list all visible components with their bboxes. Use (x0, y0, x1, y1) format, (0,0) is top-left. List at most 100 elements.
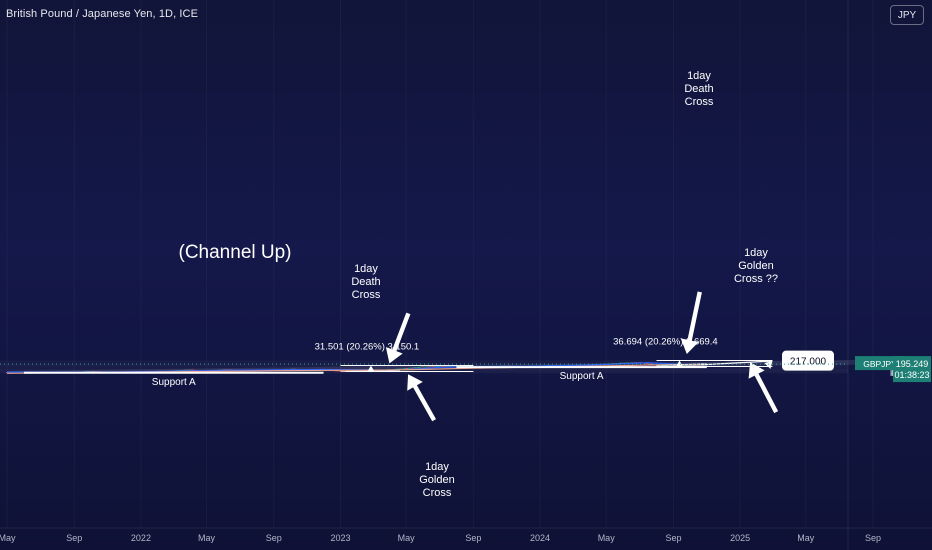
currency-badge[interactable]: JPY (890, 5, 924, 25)
projection-path (699, 360, 773, 366)
candle-body (189, 369, 192, 371)
death-cross-label-2024: Cross (685, 96, 714, 108)
golden-cross-arrow-2023 (407, 374, 436, 422)
candle-body (186, 369, 189, 371)
candle-body (342, 370, 345, 372)
time-axis-tick: 2023 (330, 533, 350, 543)
candle-body (409, 367, 412, 369)
candle-body (437, 366, 440, 367)
candle-body (439, 366, 441, 367)
price-badge-countdown: 01:38:23 (894, 370, 929, 380)
death-cross-label-2024: 1day (687, 70, 711, 82)
time-axis-tick: May (198, 533, 216, 543)
time-axis-tick: May (598, 533, 616, 543)
target-badge (782, 350, 834, 371)
candle-body (427, 366, 430, 368)
target-badge-text: 217.000 (790, 357, 827, 368)
candle-body (188, 369, 190, 371)
candle-body (655, 365, 658, 367)
candle-body (419, 366, 422, 368)
time-axis-tick: Sep (865, 533, 881, 543)
candle-body (645, 363, 648, 365)
candle-body (421, 366, 423, 368)
death-cross-label-2024: Death (684, 83, 713, 95)
candle-body (626, 362, 628, 364)
price-badge (893, 356, 931, 383)
symbol-badge (855, 356, 905, 371)
time-axis-tick: Sep (465, 533, 481, 543)
candle-body (619, 362, 622, 364)
candle-body (621, 362, 623, 364)
candle-body (444, 366, 446, 367)
candle-body (417, 367, 420, 369)
candle-body (394, 368, 397, 370)
candle-body (440, 366, 443, 367)
death-cross-arrow-2023 (385, 312, 411, 364)
candle-body (340, 370, 343, 372)
measure-arrowhead (367, 365, 375, 372)
golden-cross-label-2024: 1day (744, 247, 768, 259)
death-cross-label-2023: Cross (352, 289, 381, 301)
candle-body (430, 366, 433, 368)
candle-body (432, 366, 435, 368)
time-axis-tick: Sep (665, 533, 681, 543)
candle-body (448, 365, 451, 367)
candle-body (414, 367, 417, 369)
death-cross-label-2023: Death (351, 276, 380, 288)
candle-body (673, 365, 676, 366)
candle-body (181, 369, 184, 371)
time-axis-tick: May (398, 533, 416, 543)
candle-body (424, 366, 427, 368)
candle-body (93, 370, 95, 372)
golden-cross-label-2023: Golden (419, 474, 454, 486)
candle-body (435, 366, 438, 368)
golden-cross-label-2023: Cross (423, 487, 452, 499)
support-label: Support A (152, 377, 196, 388)
candle-body (447, 366, 450, 367)
candle-body (429, 366, 432, 368)
candle-body (406, 368, 409, 370)
candle-body (184, 369, 187, 371)
golden-cross-label-2023: 1day (425, 461, 449, 473)
time-axis-tick: Sep (66, 533, 82, 543)
golden-cross-arrow-2024 (748, 362, 779, 414)
candle-body (425, 366, 428, 368)
candle-body (399, 368, 402, 370)
measure-arrowhead (675, 360, 683, 367)
candle-body (617, 362, 620, 364)
candle-body (434, 366, 436, 368)
candle-body (650, 363, 653, 365)
symbol-badge-text: GBPJPY (863, 359, 897, 369)
golden-cross-label-2024: Golden (738, 260, 773, 272)
time-axis-tick: May (0, 533, 16, 543)
support-label: Support A (560, 371, 604, 382)
time-axis-tick: Sep (266, 533, 282, 543)
golden-cross-label-2024: Cross ?? (734, 273, 778, 285)
death-cross-arrow-2024 (680, 291, 702, 354)
candle-body (91, 370, 94, 372)
candle-body (401, 368, 404, 370)
candle-body (337, 370, 340, 372)
death-cross-label-2023: 1day (354, 263, 378, 275)
candle-body (445, 366, 448, 367)
candle-body (404, 368, 407, 370)
candle-body (396, 368, 399, 370)
time-axis-tick: 2025 (730, 533, 750, 543)
candle-body (422, 366, 425, 368)
candle-body (407, 368, 410, 369)
measure-label: 36.694 (20.26%) 3,669.4 (613, 337, 718, 348)
candle-body (183, 369, 186, 371)
candle-body (649, 363, 651, 365)
candle-body (343, 370, 346, 372)
time-axis-tick: 2022 (131, 533, 151, 543)
price-badge-value: 195.249 (896, 359, 929, 369)
candle-body (191, 369, 194, 371)
candle-body (412, 367, 415, 369)
time-axis-tick: May (797, 533, 815, 543)
candle-body (450, 365, 453, 367)
projection-arrowhead (764, 361, 773, 370)
candle-body (339, 370, 341, 372)
candle-body (398, 368, 400, 370)
